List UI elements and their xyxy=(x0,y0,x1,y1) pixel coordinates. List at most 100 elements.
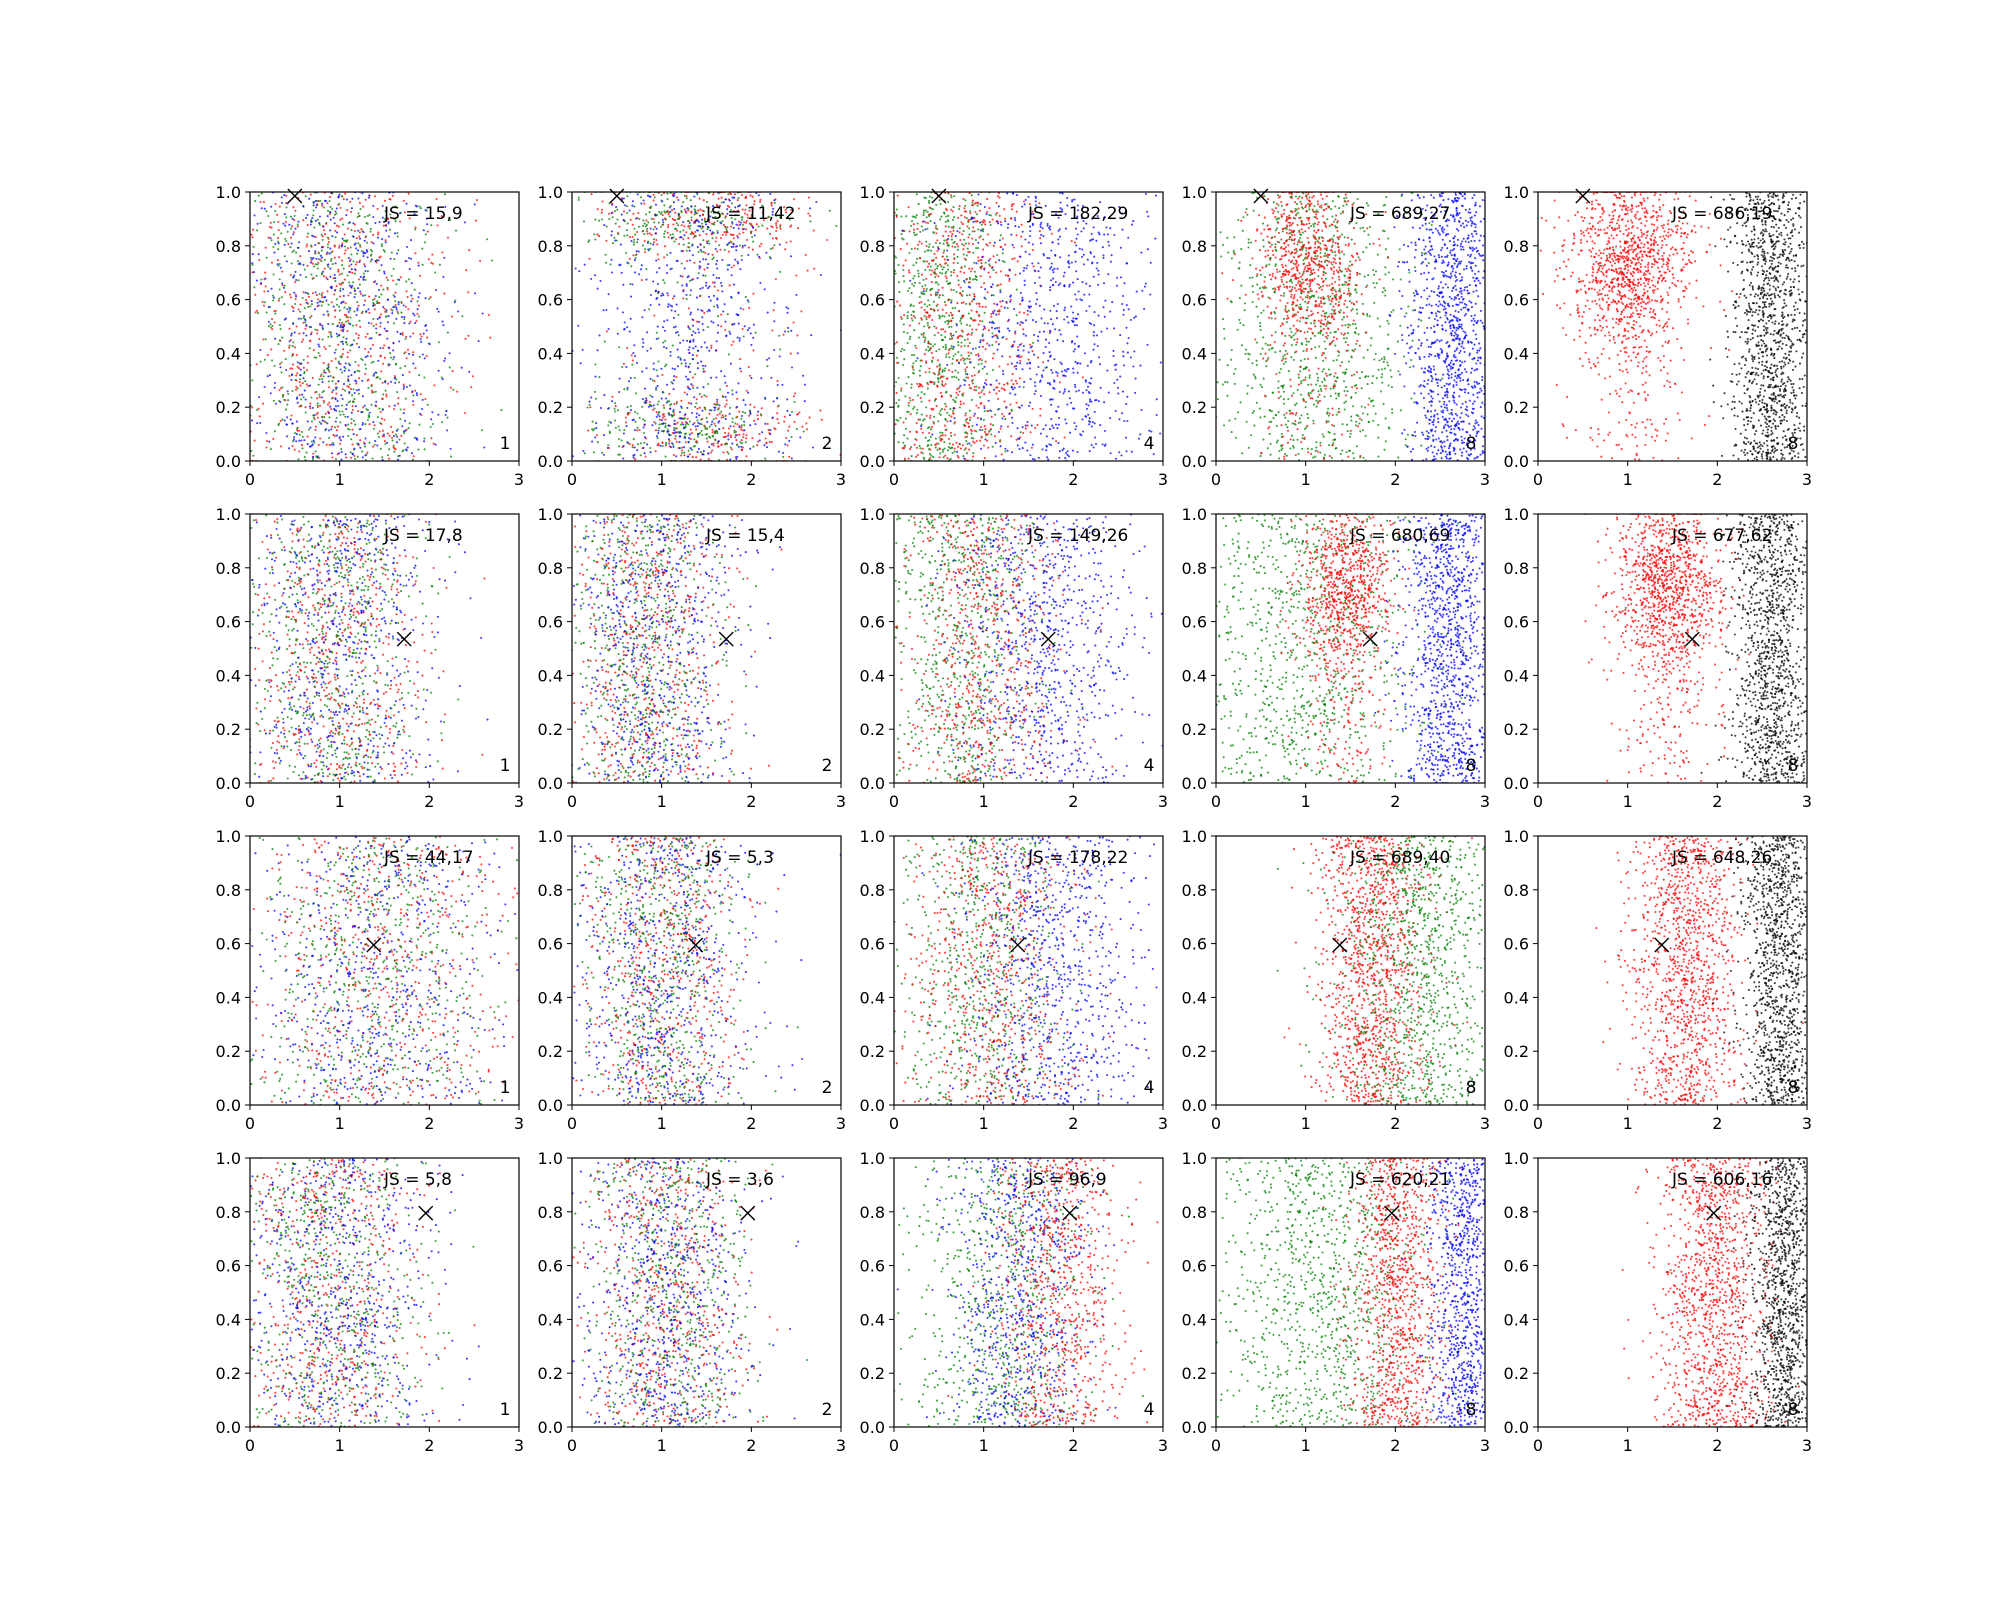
scatter-point-green xyxy=(682,243,685,246)
scatter-point-green xyxy=(263,358,266,361)
scatter-point-green xyxy=(331,397,334,400)
scatter-point-red xyxy=(716,289,719,292)
scatter-point-red xyxy=(295,374,298,377)
scatter-point-green xyxy=(740,254,743,257)
scatter-point-green xyxy=(716,408,720,411)
scatter-point-blue xyxy=(1004,447,1007,450)
scatter-point-red xyxy=(745,434,748,437)
scatter-point-red xyxy=(631,359,634,362)
scatter-point-blue xyxy=(1075,324,1078,327)
scatter-point-green xyxy=(353,398,356,401)
scatter-point-green xyxy=(486,238,489,241)
scatter-point-blue xyxy=(622,432,625,435)
scatter-point-green xyxy=(759,413,762,416)
scatter-point-blue xyxy=(253,214,256,217)
scatter-point-blue xyxy=(610,271,613,274)
scatter-point-red xyxy=(920,306,923,309)
scatter-point-blue xyxy=(386,329,389,333)
scatter-point-green xyxy=(362,272,365,275)
scatter-point-red xyxy=(937,288,940,292)
scatter-point-blue xyxy=(645,367,648,370)
scatter-point-green xyxy=(421,247,424,250)
scatter-point-green xyxy=(326,209,330,212)
scatter-point-red xyxy=(977,358,981,361)
scatter-point-green xyxy=(912,264,915,267)
scatter-point-green xyxy=(272,245,275,249)
scatter-point-blue xyxy=(687,455,690,458)
scatter-point-red xyxy=(962,248,965,251)
scatter-point-red xyxy=(994,386,998,389)
scatter-point-red xyxy=(335,285,338,288)
scatter-point-blue xyxy=(384,381,387,384)
scatter-point-blue xyxy=(665,347,668,350)
scatter-point-blue xyxy=(292,276,295,279)
scatter-point-blue xyxy=(414,322,417,325)
scatter-point-green xyxy=(718,244,721,247)
scatter-point-blue xyxy=(956,450,959,453)
scatter-point-green xyxy=(912,310,916,313)
scatter-point-red xyxy=(399,276,402,279)
scatter-point-red xyxy=(975,439,978,443)
scatter-point-green xyxy=(914,281,917,284)
scatter-point-red xyxy=(683,391,686,394)
scatter-point-red xyxy=(933,252,936,256)
scatter-point-green xyxy=(913,405,916,408)
scatter-point-green xyxy=(367,414,370,417)
scatter-point-blue xyxy=(334,277,337,280)
scatter-point-red xyxy=(944,275,947,278)
scatter-point-blue xyxy=(1060,362,1063,365)
scatter-point-red xyxy=(300,444,303,447)
scatter-point-red xyxy=(907,401,910,404)
scatter-point-red xyxy=(383,418,386,421)
scatter-point-red xyxy=(667,294,670,297)
scatter-point-green xyxy=(348,383,351,386)
scatter-point-blue xyxy=(706,420,709,423)
scatter-point-blue xyxy=(345,337,348,340)
scatter-point-green xyxy=(310,440,313,443)
scatter-point-green xyxy=(676,431,679,434)
scatter-point-blue xyxy=(366,256,369,259)
scatter-point-red xyxy=(417,261,420,264)
scatter-point-blue xyxy=(642,199,645,202)
scatter-point-green xyxy=(702,210,705,213)
scatter-point-blue xyxy=(325,428,328,431)
scatter-point-green xyxy=(358,370,361,373)
scatter-point-blue xyxy=(670,236,673,239)
scatter-point-green xyxy=(342,413,345,416)
scatter-point-blue xyxy=(707,263,710,266)
scatter-point-blue xyxy=(699,243,702,246)
scatter-point-red xyxy=(920,383,923,386)
scatter-point-red xyxy=(629,218,632,221)
scatter-point-red xyxy=(1026,313,1029,316)
scatter-point-green xyxy=(296,427,299,431)
scatter-point-green xyxy=(283,255,286,258)
scatter-point-blue xyxy=(656,296,659,299)
scatter-point-green xyxy=(700,418,703,421)
scatter-point-green xyxy=(658,423,661,426)
scatter-point-green xyxy=(926,445,929,448)
scatter-point-red xyxy=(360,292,363,295)
scatter-point-green xyxy=(642,418,645,421)
scatter-point-green xyxy=(583,452,586,455)
scatter-point-green xyxy=(588,403,591,406)
scatter-point-red xyxy=(807,196,810,199)
scatter-point-blue xyxy=(681,284,684,287)
scatter-point-blue xyxy=(298,241,301,244)
scatter-point-blue xyxy=(352,235,355,238)
scatter-point-blue xyxy=(473,203,476,206)
panel-1-3: 0 1 2 30.00.20.40.60.81.0JS = 182,294 xyxy=(860,183,1169,489)
scatter-point-blue xyxy=(357,287,360,290)
scatter-point-red xyxy=(995,201,998,204)
scatter-point-green xyxy=(392,322,396,325)
scatter-point-green xyxy=(607,444,610,447)
scatter-point-green xyxy=(703,219,706,222)
scatter-point-green xyxy=(897,376,900,380)
scatter-point-blue xyxy=(741,244,744,247)
scatter-point-green xyxy=(309,316,312,319)
scatter-point-red xyxy=(929,293,933,296)
scatter-point-red xyxy=(738,433,741,436)
scatter-point-red xyxy=(601,200,604,203)
scatter-point-green xyxy=(696,419,699,422)
scatter-point-green xyxy=(426,403,429,406)
scatter-point-red xyxy=(600,208,604,211)
